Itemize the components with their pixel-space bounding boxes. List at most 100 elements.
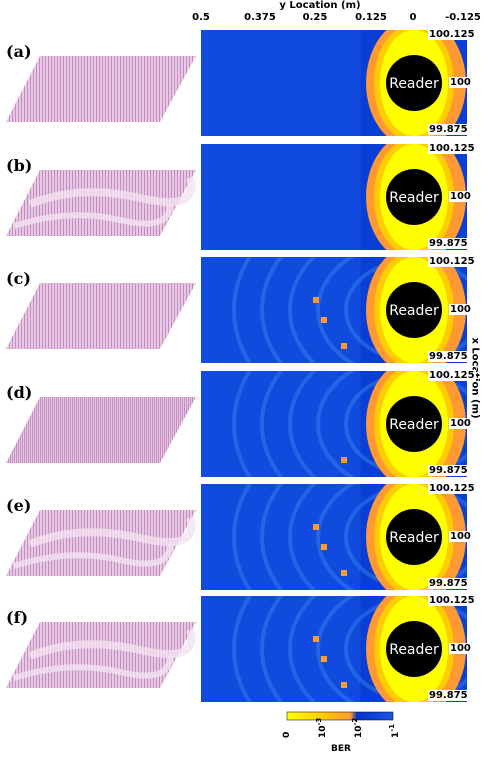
- surface-thumbnail: [6, 283, 196, 349]
- x-tick-label: 99.875: [428, 124, 469, 135]
- y-tick-label: -0.125: [445, 12, 481, 23]
- ber-heatmap: Reader: [201, 596, 467, 702]
- colorbar-tick-exponent: -2: [351, 717, 359, 726]
- ber-patch: [341, 457, 347, 463]
- surface-shape: [6, 397, 196, 463]
- reader-label: Reader: [389, 190, 439, 206]
- ber-heatmap: Reader: [201, 257, 467, 363]
- ber-patch: [341, 343, 347, 349]
- ber-heatmap: Reader: [201, 484, 467, 590]
- surface-pattern: [13, 543, 173, 569]
- x-tick-label: 100.125: [428, 483, 476, 494]
- reader-label: Reader: [389, 530, 439, 546]
- surface-pattern: [28, 628, 196, 660]
- x-tick-label: 100.125: [428, 143, 476, 154]
- reader-label: Reader: [389, 303, 439, 319]
- interference-fringe: [316, 484, 356, 590]
- reader-label: Reader: [389, 417, 439, 433]
- interference-fringe: [260, 596, 284, 702]
- x-tick-label: 99.875: [428, 465, 469, 476]
- panel-label: (d): [6, 383, 33, 402]
- panel-label: (c): [6, 269, 31, 288]
- x-tick-label: 99.875: [428, 578, 469, 589]
- heatmap-gradient: [201, 30, 361, 136]
- panel-label: (e): [6, 496, 32, 515]
- surface-pattern: [28, 176, 196, 208]
- x-tick-label: 100: [449, 77, 472, 88]
- y-axis-title: y Location (m): [279, 0, 361, 11]
- interference-fringe: [232, 257, 253, 363]
- colorbar-tick-base: 0: [282, 731, 292, 738]
- reader-disk: [386, 282, 442, 338]
- heatmap-gradient: [201, 371, 361, 477]
- x-tick-label: 99.875: [428, 690, 469, 701]
- x-tick-label: 100: [449, 531, 472, 542]
- surface-thumbnail: [6, 510, 196, 576]
- interference-fringe: [316, 596, 356, 702]
- y-tick-label: 0: [409, 12, 417, 23]
- x-tick-label: 100.125: [428, 29, 476, 40]
- interference-fringe: [288, 596, 317, 702]
- ber-heatmap: Reader: [201, 371, 467, 477]
- ber-patch: [313, 524, 319, 530]
- colorbar-tick-exponent: -1: [388, 723, 396, 732]
- interference-fringe: [288, 257, 317, 363]
- surface-shape: [6, 56, 196, 122]
- x-tick-label: 100.125: [428, 370, 476, 381]
- surface-pattern: [13, 655, 173, 681]
- surface-thumbnail: [6, 397, 196, 463]
- interference-fringe: [260, 484, 284, 590]
- colorbar-tick-base: 10: [318, 725, 328, 738]
- x-tick-label: 99.875: [428, 238, 469, 249]
- colorbar-tick-label: 0: [282, 732, 292, 738]
- reader-disk: [386, 396, 442, 452]
- colorbar-gradient: [286, 711, 394, 721]
- ber-patch: [313, 297, 319, 303]
- reader-label: Reader: [389, 76, 439, 92]
- surface-thumbnail: [6, 56, 196, 122]
- heatmap-gradient: [201, 484, 361, 590]
- surface-shape: [6, 283, 196, 349]
- x-tick-label: 100.125: [428, 256, 476, 267]
- ber-patch: [341, 682, 347, 688]
- x-tick-label: 100: [449, 418, 472, 429]
- ber-patch: [321, 656, 327, 662]
- interference-fringe: [288, 371, 317, 477]
- y-tick-label: 0.375: [244, 12, 276, 23]
- interference-fringe: [232, 371, 253, 477]
- reader-disk: [386, 509, 442, 565]
- interference-fringe: [260, 257, 284, 363]
- y-tick-label: 0.125: [355, 12, 387, 23]
- interference-fringe: [316, 257, 356, 363]
- x-tick-label: 100: [449, 643, 472, 654]
- reader-disk: [386, 621, 442, 677]
- surface-thumbnail: [6, 170, 196, 236]
- interference-fringe: [232, 484, 253, 590]
- colorbar-title: BER: [331, 744, 351, 754]
- reader-disk: [386, 169, 442, 225]
- surface-pattern: [28, 516, 196, 548]
- colorbar-tick-label: 10-3: [315, 718, 328, 738]
- heatmap-gradient: [201, 144, 361, 250]
- x-tick-label: 100.125: [428, 595, 476, 606]
- y-tick-label: 0.5: [192, 12, 210, 23]
- interference-fringe: [232, 596, 253, 702]
- panel-label: (a): [6, 42, 32, 61]
- colorbar-tick-label: 10-2: [351, 718, 364, 738]
- ber-heatmap: Reader: [201, 144, 467, 250]
- colorbar-tick-exponent: -3: [315, 717, 323, 726]
- panel-label: (f): [6, 608, 29, 627]
- ber-heatmap: Reader: [201, 30, 467, 136]
- panel-label: (b): [6, 156, 33, 175]
- interference-fringe: [316, 371, 356, 477]
- heatmap-gradient: [201, 596, 361, 702]
- colorbar-tick-base: 1: [391, 731, 401, 738]
- x-tick-label: 100: [449, 191, 472, 202]
- interference-fringe: [260, 371, 284, 477]
- surface-pattern: [13, 203, 173, 229]
- reader-label: Reader: [389, 642, 439, 658]
- ber-patch: [321, 317, 327, 323]
- x-tick-label: 100: [449, 304, 472, 315]
- colorbar-tick-label: 1-1: [388, 724, 401, 738]
